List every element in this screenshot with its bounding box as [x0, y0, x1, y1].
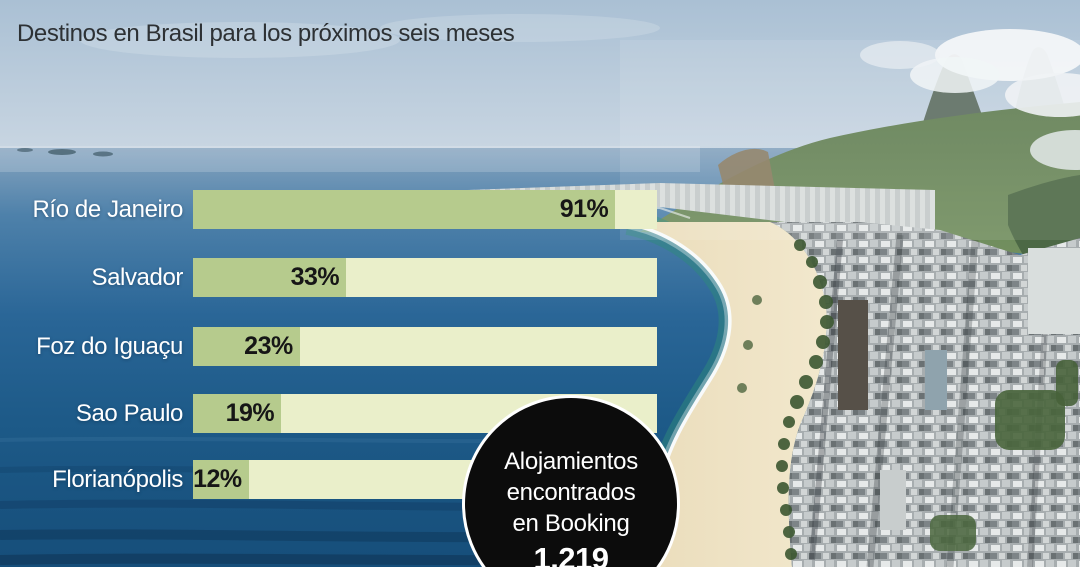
bar-fill: 33% [193, 258, 347, 297]
bar-row: Río de Janeiro 91% [0, 190, 1080, 229]
bar-category-label: Foz do Iguaçu [36, 333, 183, 360]
badge-text-line: encontrados [506, 479, 636, 506]
bar-value-label: 23% [244, 332, 293, 360]
bar-fill: 23% [193, 327, 300, 366]
bar-fill: 91% [193, 190, 616, 229]
bar-track: 33% [193, 258, 657, 297]
booking-count-badge: Alojamientos encontrados en Booking 1.21… [462, 395, 680, 567]
bar-category-label: Florianópolis [52, 466, 183, 493]
bar-fill: 12% [193, 460, 249, 499]
bar-value-label: 12% [193, 465, 242, 493]
bar-row: Foz do Iguaçu 23% [0, 327, 1080, 366]
bar-track: 91% [193, 190, 657, 229]
bar-value-label: 33% [290, 263, 340, 291]
badge-text-line: Alojamientos [504, 448, 638, 475]
chart-title: Destinos en Brasil para los próximos sei… [17, 20, 515, 47]
bar-value-label: 19% [225, 399, 275, 427]
bar-track: 23% [193, 327, 657, 366]
bar-value-label: 91% [559, 195, 609, 223]
bar-category-label: Río de Janeiro [32, 196, 184, 223]
bar-fill: 19% [193, 394, 282, 433]
bar-category-label: Salvador [91, 264, 183, 291]
bar-category-label: Sao Paulo [75, 400, 184, 427]
badge-value: 1.219 [533, 541, 609, 567]
badge-text-line: en Booking [512, 510, 630, 537]
bar-row: Salvador 33% [0, 258, 1080, 297]
